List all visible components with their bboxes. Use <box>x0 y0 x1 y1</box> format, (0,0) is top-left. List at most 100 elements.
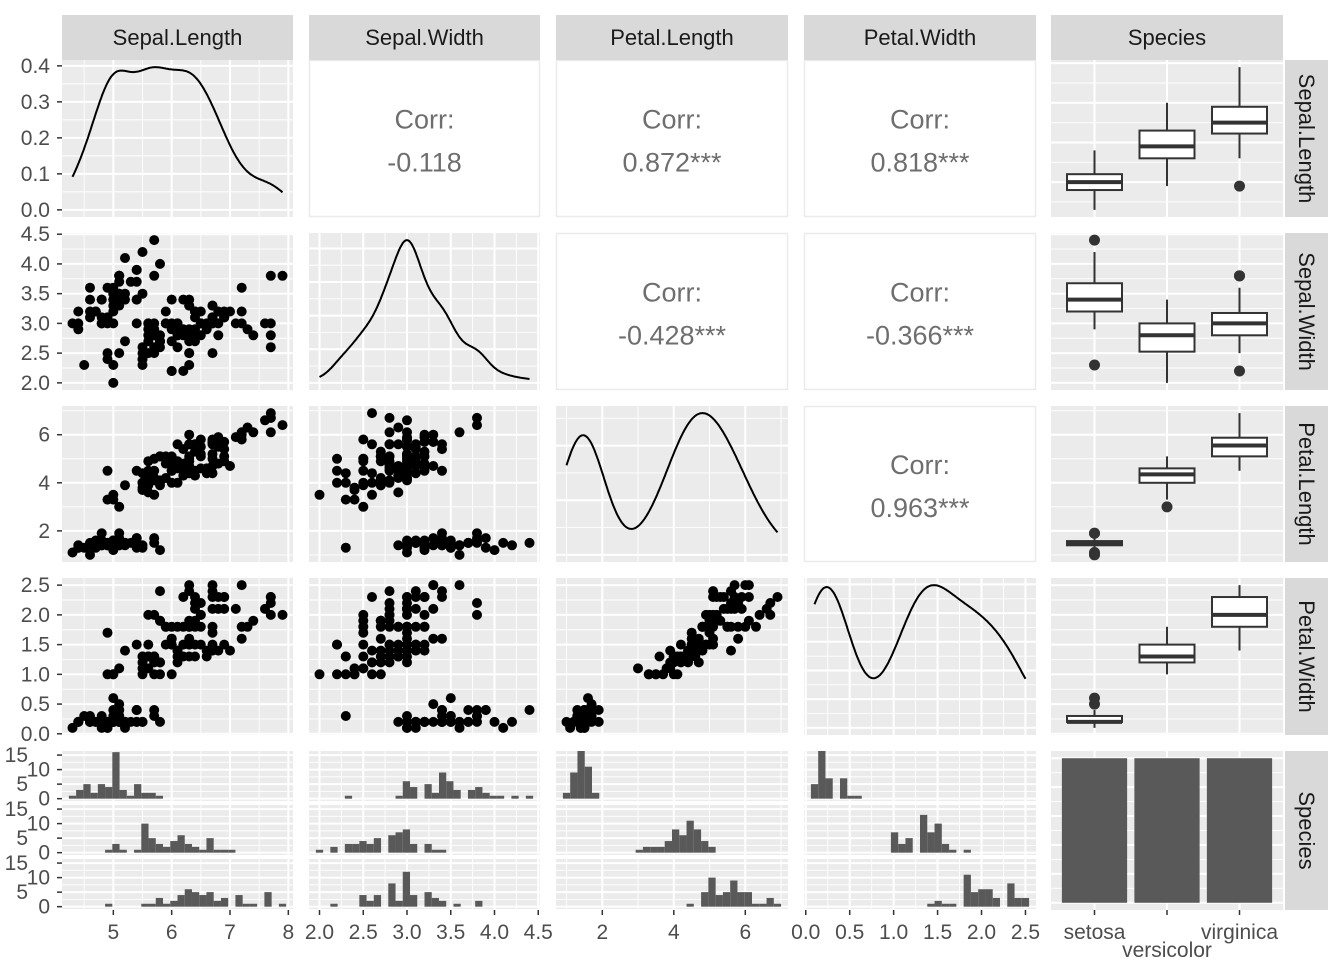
scatter-point <box>428 633 439 644</box>
scatter-point <box>219 603 230 614</box>
scatter-point <box>718 592 729 602</box>
histogram-bar <box>525 795 534 799</box>
histogram-bars <box>105 823 236 853</box>
scatter-point <box>73 318 84 329</box>
scatter-point <box>85 306 95 317</box>
histogram-bar <box>330 903 338 907</box>
scatter-point <box>340 669 351 680</box>
histogram-bar <box>818 751 826 799</box>
y-axis-tick-label: 3.5 <box>21 283 50 306</box>
scatter-point <box>593 716 604 727</box>
y-axis-tick-label: 0.3 <box>21 91 50 114</box>
scatter-point <box>207 348 218 359</box>
histogram-bar <box>1021 897 1030 907</box>
column-strip-label: Petal.Width <box>864 25 977 50</box>
histogram-bar <box>949 903 957 907</box>
species-count-bar <box>1206 758 1273 903</box>
scatter-point <box>358 465 369 476</box>
scatter-point <box>108 540 119 551</box>
scatter-point <box>384 615 395 626</box>
x-axis-tick-label: 2 <box>596 921 608 944</box>
boxplot-box <box>1211 596 1268 628</box>
scatter-point <box>160 621 171 632</box>
scatter-point <box>120 253 130 263</box>
histogram-bar <box>402 871 411 907</box>
y-axis-tick-label: 5 <box>16 827 28 850</box>
histogram-bar <box>395 900 403 907</box>
histogram-bar <box>388 835 396 853</box>
scatter-point <box>393 439 404 450</box>
histogram-bar <box>344 795 353 799</box>
scatter-point <box>265 427 276 438</box>
scatter-point <box>410 451 421 462</box>
scatter-point <box>201 468 212 479</box>
scatter-point <box>358 663 369 674</box>
scatter-point <box>207 436 218 447</box>
histogram-facet-panel <box>804 859 1036 909</box>
row-strip-label: Sepal.Length <box>1294 74 1319 204</box>
row-strip <box>1285 578 1328 735</box>
scatter-point <box>428 716 439 727</box>
y-axis-tick-label: 2.5 <box>21 342 50 365</box>
scatter-point <box>402 645 412 656</box>
histogram-bar <box>773 903 782 907</box>
histogram-bar <box>686 903 694 907</box>
correlation-label: Corr: <box>395 105 455 135</box>
histogram-bar <box>438 900 447 907</box>
scatter-point <box>114 705 125 715</box>
scatter-point <box>393 422 404 433</box>
scatter-point <box>419 621 430 632</box>
histogram-bar <box>1014 897 1022 907</box>
histogram-bar <box>220 849 229 853</box>
histogram-bar <box>155 897 164 907</box>
histogram-bar <box>701 841 709 853</box>
scatter-point <box>375 473 386 483</box>
scatter-point <box>686 627 697 638</box>
y-axis-tick-label: 5 <box>16 773 28 796</box>
scatter-point <box>472 535 482 546</box>
row-strip <box>1285 751 1328 910</box>
scatter-point <box>384 458 395 469</box>
scatter-point <box>583 693 593 704</box>
scatter-point <box>375 651 386 662</box>
histogram-bar <box>570 772 578 799</box>
scatter-point <box>643 669 654 680</box>
scatter-point <box>524 537 535 548</box>
histogram-bar <box>752 903 760 907</box>
scatter-point <box>726 598 736 608</box>
x-axis-tick-label: 1.5 <box>923 921 952 944</box>
histogram-bar <box>693 829 702 853</box>
histogram-bar <box>177 895 185 907</box>
scatter-point <box>358 615 369 626</box>
histogram-bar <box>970 892 979 907</box>
scatter-point <box>236 621 247 632</box>
histogram-bar <box>941 903 950 907</box>
scatter-point <box>384 651 395 662</box>
scatter-point <box>332 477 342 488</box>
x-axis-tick-label: virginica <box>1201 921 1278 944</box>
correlation-panel <box>555 232 789 391</box>
histogram-bars <box>68 752 164 799</box>
scatter-point <box>384 412 395 423</box>
scatter-point <box>437 537 447 548</box>
scatter-point <box>358 434 369 445</box>
histogram-bar <box>410 787 418 799</box>
histogram-bar <box>105 787 113 799</box>
y-axis-tick-label: 0.5 <box>21 693 50 716</box>
scatter-point <box>419 458 430 469</box>
correlation-value: 0.963*** <box>870 493 970 523</box>
scatter-point <box>393 470 404 481</box>
histogram-bar <box>184 843 192 853</box>
scatter-point <box>340 468 351 479</box>
scatter-point <box>114 663 125 674</box>
histogram-bar <box>949 849 957 853</box>
scatter-point <box>265 330 276 341</box>
scatter-point <box>402 592 412 602</box>
scatter-point <box>131 318 142 329</box>
correlation-value: 0.818*** <box>870 148 970 178</box>
scatter-point <box>137 485 148 495</box>
x-axis-tick-label: 4.0 <box>480 921 509 944</box>
y-axis-tick-label: 4 <box>38 472 50 495</box>
scatter-point <box>593 705 604 715</box>
column-strip-label: Species <box>1128 25 1206 50</box>
